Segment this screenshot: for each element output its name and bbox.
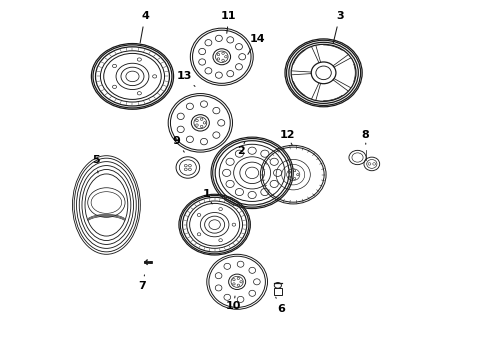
- Text: 9: 9: [172, 136, 184, 152]
- Text: 3: 3: [333, 12, 343, 43]
- Text: 12: 12: [279, 130, 295, 145]
- Text: 7: 7: [139, 275, 147, 292]
- Text: 10: 10: [226, 296, 241, 311]
- Text: 6: 6: [276, 297, 285, 314]
- Text: 13: 13: [176, 71, 195, 86]
- Text: 5: 5: [92, 156, 99, 173]
- Text: 8: 8: [362, 130, 369, 144]
- Text: 14: 14: [248, 33, 265, 54]
- Text: 4: 4: [140, 12, 149, 43]
- Text: 2: 2: [237, 141, 245, 157]
- Text: 11: 11: [221, 12, 237, 33]
- Text: 1: 1: [203, 189, 212, 204]
- Bar: [273, 288, 282, 295]
